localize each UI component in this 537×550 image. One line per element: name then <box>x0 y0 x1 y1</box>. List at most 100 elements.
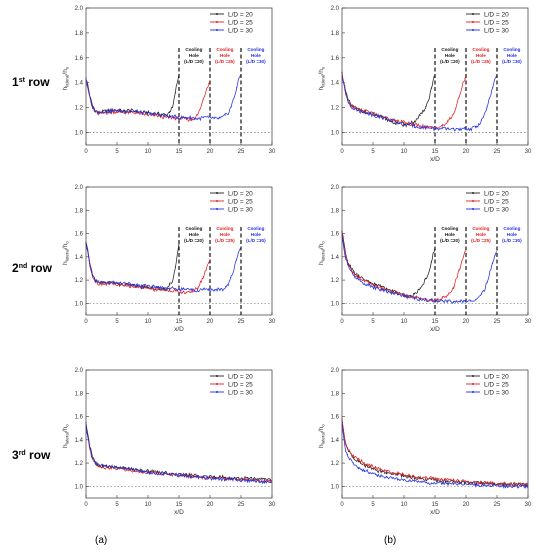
cooling-hole-annotation: Cooling <box>503 226 520 231</box>
series-point <box>413 480 416 483</box>
series-point <box>197 290 199 292</box>
x-axis-label: x/D <box>430 326 440 333</box>
legend-marker <box>216 21 218 23</box>
series-point <box>102 466 104 468</box>
series-point <box>247 480 249 482</box>
series-point <box>91 270 93 272</box>
series-point <box>430 479 432 481</box>
y-axis-label: hlateral/ho <box>62 241 70 265</box>
series-point <box>419 476 421 478</box>
y-axis-label: hlateral/ho <box>318 424 326 448</box>
legend-entry: L/D = 25 <box>484 381 509 388</box>
series-point <box>230 477 232 479</box>
x-tick-label: 20 <box>463 319 470 325</box>
series-point <box>219 288 221 290</box>
x-tick-label: 5 <box>115 319 119 325</box>
cooling-hole-annotation: Hole <box>220 53 230 58</box>
cooling-hole-annotation: (L/D =25) <box>471 238 491 243</box>
series-point <box>486 483 488 485</box>
legend-marker <box>216 391 218 393</box>
series-point <box>341 235 343 237</box>
series-point <box>174 288 176 290</box>
series-point <box>363 462 365 464</box>
x-tick-label: 10 <box>401 319 408 325</box>
series-point <box>441 125 443 127</box>
series-point <box>118 468 121 470</box>
cooling-hole-annotation: (L/D =20) <box>184 59 204 64</box>
x-tick-label: 25 <box>494 502 501 508</box>
chart-panel-a3: 1.0 1.2 1.4 1.6 1.8 2.0 0 5 10 15 20 25 30 x/D hlatera… <box>62 368 276 516</box>
legend-entry: L/D = 20 <box>484 373 509 380</box>
series-point <box>436 482 438 484</box>
series-point <box>492 482 494 484</box>
series-point <box>380 475 382 477</box>
y-axis-label: hlateral/ho <box>62 66 70 90</box>
y-tick-label: 1.8 <box>75 391 84 397</box>
x-tick-label: 20 <box>207 319 214 325</box>
series-line-20 <box>341 231 436 298</box>
series-point <box>458 96 460 98</box>
series-point <box>252 478 254 480</box>
legend-marker <box>216 29 218 31</box>
series-point <box>96 282 98 284</box>
legend-entry: L/D = 30 <box>228 27 253 34</box>
series-point <box>464 128 466 130</box>
series-point <box>453 483 455 485</box>
series-point <box>480 119 483 121</box>
series-point <box>430 299 432 301</box>
series-point <box>425 482 427 484</box>
cooling-hole-annotation: Cooling <box>472 47 489 52</box>
series-point <box>374 285 377 287</box>
y-tick-label: 1.2 <box>75 278 84 284</box>
series-point <box>96 111 98 113</box>
series-point <box>224 114 227 116</box>
series-point <box>135 470 137 472</box>
series-point <box>369 471 371 473</box>
x-tick-label: 25 <box>494 319 501 325</box>
series-point <box>369 113 371 115</box>
series-line-30 <box>341 75 497 132</box>
x-tick-label: 15 <box>432 319 439 325</box>
series-point <box>191 475 193 478</box>
y-tick-label: 1.8 <box>75 31 84 37</box>
series-point <box>430 482 432 484</box>
legend-marker <box>216 13 218 15</box>
series-point <box>408 296 410 298</box>
series-point <box>453 128 455 130</box>
series-point <box>380 116 382 118</box>
x-tick-label: 20 <box>207 502 214 508</box>
cooling-hole-annotation: Cooling <box>247 47 264 52</box>
series-point <box>152 113 154 115</box>
series-point <box>269 481 271 483</box>
series-point <box>397 473 399 475</box>
series-point <box>264 479 266 482</box>
cooling-hole-annotation: Cooling <box>503 47 520 52</box>
chart-panel-b2: 1.0 1.2 1.4 1.6 1.8 2.0 0 5 10 15 20 25 30 x/D hlatera… <box>318 185 532 333</box>
y-tick-label: 1.8 <box>331 31 340 37</box>
series-point <box>347 454 349 456</box>
series-point <box>453 113 455 115</box>
series-point <box>85 242 87 244</box>
series-point <box>146 112 148 114</box>
series-line-20 <box>85 423 273 482</box>
series-point <box>219 478 221 480</box>
series-point <box>397 122 399 124</box>
legend-marker <box>216 208 218 210</box>
series-point <box>486 106 488 108</box>
y-tick-label: 1.8 <box>331 208 340 214</box>
series-point <box>425 278 427 280</box>
series-point <box>269 479 271 482</box>
series-point <box>341 425 343 427</box>
cooling-hole-annotation: Cooling <box>247 226 264 231</box>
series-point <box>374 466 377 469</box>
cooling-hole-annotation: Hole <box>189 53 199 58</box>
x-tick-label: 0 <box>84 149 88 155</box>
series-point <box>107 466 109 468</box>
series-point <box>230 478 232 480</box>
series-point <box>363 282 365 284</box>
series-point <box>374 473 377 476</box>
x-axis-label: x/D <box>430 509 440 516</box>
x-axis-label: x/D <box>430 156 440 163</box>
series-point <box>453 481 455 483</box>
series-point <box>374 287 377 289</box>
